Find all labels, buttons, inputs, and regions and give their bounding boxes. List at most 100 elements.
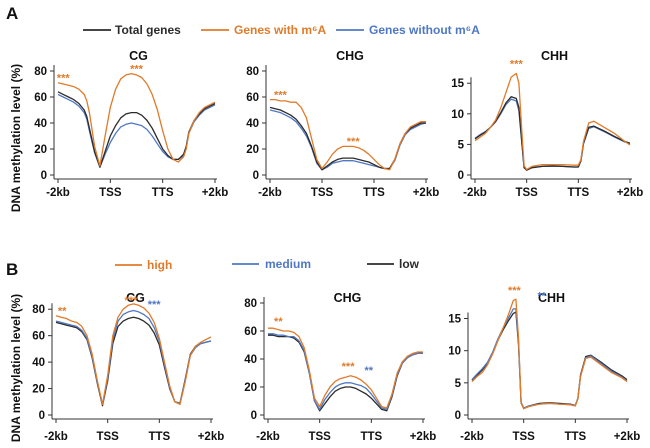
significance-annotation: *** — [342, 361, 356, 373]
x-tick-label: -2kb — [44, 431, 68, 443]
legend-b-medium: medium — [265, 257, 311, 271]
y-tick-label: 15 — [448, 314, 461, 326]
x-tick-label: +2kb — [410, 431, 437, 443]
series-genes-with-m-a — [270, 98, 426, 171]
x-tick-label: +2kb — [617, 187, 644, 199]
y-tick-label: 0 — [455, 410, 461, 422]
y-tick-label: 40 — [246, 118, 259, 130]
x-tick-label: +2kb — [413, 187, 440, 199]
series-high — [471, 298, 628, 410]
y-axis-label-b: DNA methylation level (%) — [9, 294, 23, 442]
y-tick-label: 5 — [458, 139, 465, 151]
panel-b-chh-title: CHH — [538, 291, 565, 305]
legend-b: high medium low — [115, 257, 420, 272]
legend-a-genes-with-m6a: Genes with m⁶A — [234, 23, 327, 37]
x-tick-label: -2kb — [256, 431, 280, 443]
panel-b-chg-title: CHG — [334, 291, 362, 305]
y-tick-label: 60 — [244, 326, 257, 338]
y-tick-label: 0 — [251, 410, 257, 422]
legend-a-total-genes: Total genes — [115, 23, 181, 37]
significance-annotation: *** — [148, 299, 162, 311]
y-tick-label: 0 — [41, 170, 47, 182]
x-tick-label: TTS — [148, 431, 170, 443]
series-genes-with-m-a — [57, 72, 216, 167]
x-tick-label: -2kb — [258, 187, 282, 199]
y-tick-label: 80 — [32, 304, 45, 316]
x-tick-label: +2kb — [202, 187, 229, 199]
x-tick-label: TTS — [567, 187, 589, 199]
panel-b-cg-title: CG — [126, 291, 145, 305]
series-total-genes — [57, 91, 216, 168]
significance-annotation: ** — [274, 316, 283, 328]
panel-a-chg-title: CHG — [336, 49, 364, 63]
x-tick-label: TSS — [311, 187, 334, 199]
panel-b-label: B — [6, 260, 18, 279]
y-tick-label: 5 — [455, 378, 462, 390]
significance-annotation: ** — [537, 290, 546, 302]
y-tick-label: 0 — [458, 170, 464, 182]
x-tick-label: TTS — [564, 431, 586, 443]
legend-a: Total genes Genes with m⁶A Genes without… — [83, 23, 480, 37]
x-tick-label: TTS — [152, 187, 174, 199]
x-tick-label: TSS — [99, 187, 122, 199]
y-tick-label: 10 — [448, 346, 461, 358]
y-tick-label: 80 — [244, 298, 257, 310]
series-low — [471, 311, 628, 410]
panel-a-chg: CHG 0 20 40 60 80 -2kb TSS TTS +2kb *** *** — [246, 49, 439, 199]
x-tick-label: TTS — [360, 431, 382, 443]
series-total-genes — [474, 96, 631, 171]
legend-b-high: high — [147, 258, 172, 272]
significance-annotation: *** — [508, 285, 522, 297]
y-tick-label: 15 — [451, 78, 464, 90]
x-tick-label: TSS — [512, 431, 535, 443]
series-genes-without-m-a — [57, 93, 216, 168]
y-tick-label: 40 — [244, 354, 257, 366]
series-high — [55, 303, 212, 406]
significance-annotation: *** — [510, 59, 524, 71]
panel-a-chh-title: CHH — [541, 49, 568, 63]
legend-a-genes-without-m6a: Genes without m⁶A — [369, 23, 480, 37]
y-tick-label: 60 — [32, 331, 45, 343]
significance-annotation: *** — [57, 73, 71, 85]
x-tick-label: TTS — [363, 187, 385, 199]
panel-a-chh: CHH 0 5 10 15 -2kb TSS TTS +2kb *** — [451, 49, 643, 199]
y-tick-label: 20 — [34, 144, 47, 156]
panel-a-label: A — [6, 4, 18, 23]
significance-annotation: ** — [58, 306, 67, 318]
series-genes-with-m-a — [474, 72, 631, 171]
legend-b-low: low — [399, 257, 420, 271]
y-tick-label: 80 — [246, 66, 259, 78]
x-tick-label: -2kb — [46, 187, 70, 199]
y-tick-label: 60 — [34, 92, 47, 104]
significance-annotation: *** — [274, 89, 288, 101]
x-tick-label: +2kb — [614, 431, 641, 443]
panel-a-cg-title: CG — [129, 49, 148, 63]
y-tick-label: 60 — [246, 92, 259, 104]
y-tick-label: 10 — [451, 109, 464, 121]
y-tick-label: 40 — [32, 357, 45, 369]
y-axis-label-a: DNA methylation level (%) — [9, 64, 23, 212]
significance-annotation: ** — [364, 365, 373, 377]
series-high — [268, 327, 423, 409]
y-tick-label: 0 — [39, 410, 45, 422]
y-tick-label: 20 — [32, 384, 45, 396]
significance-annotation: *** — [347, 136, 361, 148]
series-low — [55, 316, 212, 407]
x-tick-label: -2kb — [460, 431, 484, 443]
y-tick-label: 0 — [253, 170, 259, 182]
significance-annotation: *** — [124, 295, 138, 307]
x-tick-label: -2kb — [463, 187, 487, 199]
y-tick-label: 80 — [34, 66, 47, 78]
y-tick-label: 40 — [34, 118, 47, 130]
series-genes-without-m-a — [474, 98, 631, 171]
x-tick-label: +2kb — [198, 431, 225, 443]
series-medium — [471, 308, 628, 409]
significance-annotation: *** — [130, 63, 144, 75]
series-low — [268, 334, 424, 412]
x-tick-label: TSS — [515, 187, 538, 199]
